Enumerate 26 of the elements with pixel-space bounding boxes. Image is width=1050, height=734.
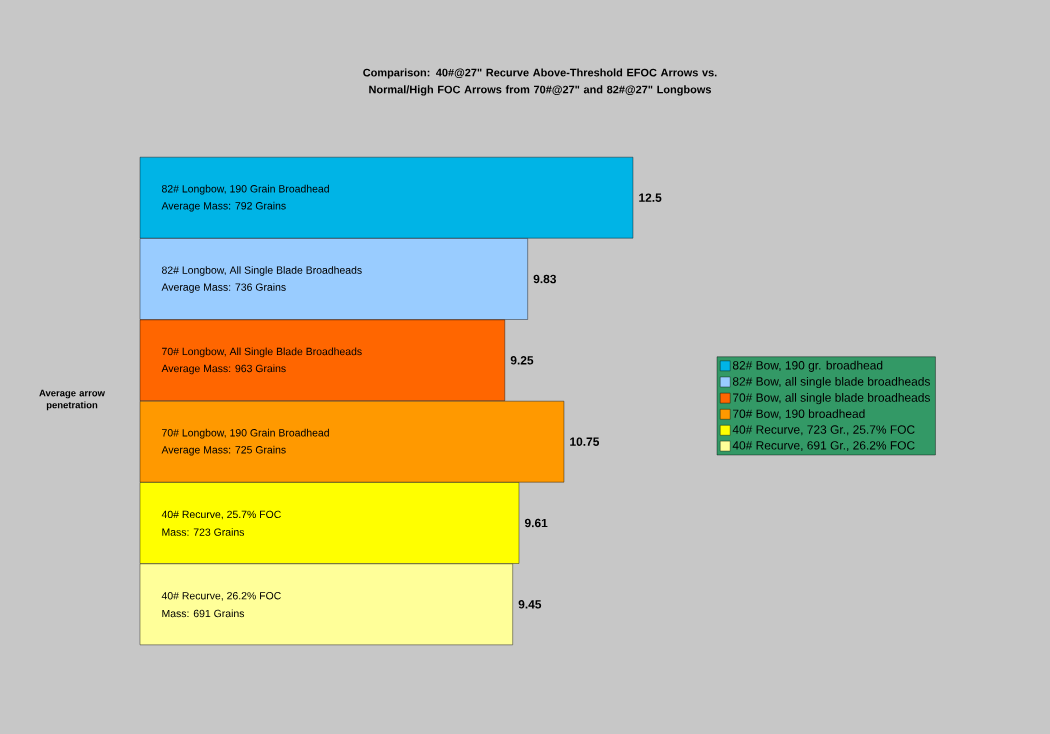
y-tick-label: 82# Longbow, 190 Grain Broadhead bbox=[161, 184, 329, 195]
y-tick-label: 70# Longbow, All Single Blade Broadheads bbox=[162, 347, 362, 358]
data-label: 10.75 bbox=[570, 437, 600, 446]
data-label: 9.45 bbox=[518, 600, 542, 609]
legend-label: 70# Bow, all single blade broadheads bbox=[733, 393, 930, 405]
legend-label: 70# Bow, 190 broadhead bbox=[733, 409, 865, 420]
chart-title: Comparison: 40#@27" Recurve Above-Threshold EFOC Arrows vs. Normal/High FOC Arrows from 70#@27" and 82#@27" Longbows bbox=[363, 68, 717, 96]
y-tick-label: 82# Longbow, All Single Blade Broadheads bbox=[161, 266, 362, 276]
annotation: Average Mass: 725 Grains bbox=[161, 445, 286, 456]
y-tick-label: 40# Recurve, 26.2% FOC bbox=[161, 592, 281, 601]
legend-label: 40# Recurve, 723 Gr., 25.7% FOC bbox=[732, 425, 915, 436]
legend-label: 82# Bow, all single blade broadheads bbox=[732, 376, 930, 389]
data-label: 9.83 bbox=[533, 274, 557, 284]
data-label: 9.25 bbox=[510, 356, 534, 365]
legend-label: 82# Bow, 190 gr. broadhead bbox=[732, 360, 883, 372]
annotation: Average Mass: 792 Grains bbox=[161, 201, 286, 212]
y-tick-label: 70# Longbow, 190 Grain Broadhead bbox=[162, 428, 329, 439]
annotation: Average Mass: 736 Grains bbox=[161, 283, 286, 293]
data-label: 12.5 bbox=[639, 193, 662, 202]
data-label: 9.61 bbox=[524, 518, 548, 528]
annotation: Average Mass: 963 Grains bbox=[161, 364, 286, 375]
y-tick-label: 40# Recurve, 25.7% FOC bbox=[161, 510, 281, 520]
legend-label: 40# Recurve, 691 Gr., 26.2% FOC bbox=[732, 441, 915, 452]
annotation: Mass: 723 Grains bbox=[162, 528, 245, 536]
y-axis-title: Average arrow penetration bbox=[39, 389, 105, 411]
annotation: Mass: 691 Grains bbox=[162, 609, 245, 618]
